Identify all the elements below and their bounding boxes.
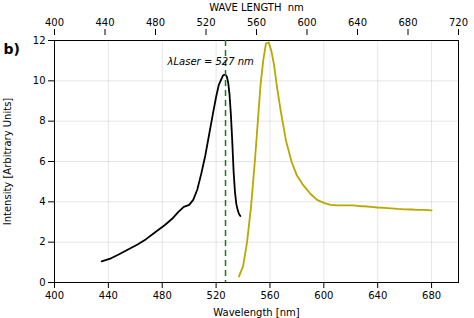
svg-text:560: 560 [260,290,279,301]
svg-text:8: 8 [39,115,45,126]
svg-text:600: 600 [297,17,316,28]
svg-text:520: 520 [196,17,215,28]
svg-text:4: 4 [39,196,45,207]
svg-text:WAVE LENGTH nm: WAVE LENGTH nm [209,2,304,13]
svg-text:6: 6 [39,156,45,167]
svg-text:Wavelength [nm]: Wavelength [nm] [213,307,299,318]
svg-text:10: 10 [33,75,46,86]
svg-text:680: 680 [398,17,417,28]
svg-text:12: 12 [33,36,46,46]
svg-text:400: 400 [45,17,64,28]
svg-text:400: 400 [45,290,64,301]
svg-text:2: 2 [39,236,45,247]
svg-text:600: 600 [314,290,333,301]
svg-text:560: 560 [247,17,266,28]
svg-text:440: 440 [95,17,114,28]
svg-text:480: 480 [146,17,165,28]
svg-text:520: 520 [207,290,226,301]
svg-text:440: 440 [99,290,118,301]
svg-text:Intensity [Arbitrary Units]: Intensity [Arbitrary Units] [2,98,13,226]
svg-text:b): b) [4,41,20,57]
svg-text:640: 640 [348,17,367,28]
svg-text:0: 0 [39,277,45,288]
svg-text:640: 640 [368,290,387,301]
svg-text:720: 720 [449,17,468,28]
svg-text:λLaser = 527 nm: λLaser = 527 nm [167,56,254,67]
svg-text:680: 680 [422,290,441,301]
svg-text:480: 480 [153,290,172,301]
